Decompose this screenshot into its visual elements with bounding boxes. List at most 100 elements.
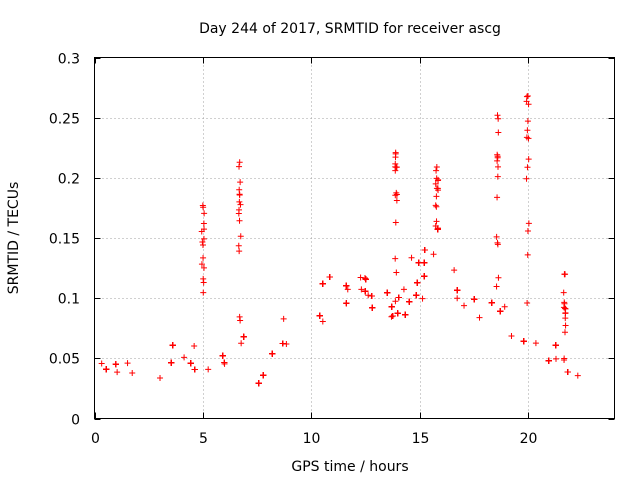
data-point xyxy=(497,308,504,315)
y-tick-label: 0.1 xyxy=(58,292,80,308)
data-point xyxy=(508,333,515,340)
data-point xyxy=(388,313,395,320)
data-point xyxy=(553,355,560,362)
data-point xyxy=(200,235,207,242)
y-tick-label: 0.15 xyxy=(49,232,80,248)
data-point xyxy=(419,295,426,302)
data-point xyxy=(236,159,243,166)
data-point xyxy=(343,282,350,289)
data-point xyxy=(494,194,501,201)
data-point xyxy=(476,314,483,321)
data-point xyxy=(493,283,500,290)
data-point xyxy=(114,369,121,376)
data-point xyxy=(562,315,569,322)
data-point xyxy=(433,175,440,182)
data-point xyxy=(494,157,501,164)
data-point xyxy=(200,264,207,271)
y-tick-label: 0.25 xyxy=(49,112,80,128)
x-tick-label: 10 xyxy=(303,431,321,447)
data-point xyxy=(237,179,244,186)
data-point xyxy=(236,186,243,193)
data-point xyxy=(168,359,175,366)
data-point xyxy=(421,247,428,254)
data-point xyxy=(562,322,569,329)
data-point xyxy=(319,280,326,287)
x-tick-label: 0 xyxy=(91,431,100,447)
data-point xyxy=(523,134,530,141)
data-point xyxy=(365,292,372,299)
data-point xyxy=(280,315,287,322)
data-point xyxy=(524,118,531,125)
data-point xyxy=(524,251,531,258)
data-point xyxy=(326,274,333,281)
data-point xyxy=(524,127,531,134)
data-point xyxy=(560,289,567,296)
data-point xyxy=(357,274,364,281)
data-point xyxy=(200,220,207,227)
data-point xyxy=(564,368,571,375)
data-point xyxy=(205,366,212,373)
data-point xyxy=(199,242,206,249)
data-point xyxy=(237,201,244,208)
data-point xyxy=(400,286,407,293)
data-point xyxy=(525,156,532,163)
data-point xyxy=(236,198,243,205)
data-point xyxy=(283,341,290,348)
chart-title: Day 244 of 2017, SRMTID for receiver asc… xyxy=(199,21,501,37)
data-point xyxy=(523,93,530,100)
data-point xyxy=(181,354,188,361)
data-point xyxy=(495,129,502,136)
data-point xyxy=(368,293,375,300)
data-point xyxy=(236,163,243,170)
data-point xyxy=(388,303,395,310)
data-point xyxy=(501,303,508,310)
y-axis-label: SRMTID / TECUs xyxy=(6,182,22,295)
data-point xyxy=(406,298,413,305)
data-point xyxy=(494,173,501,180)
data-point xyxy=(434,225,441,232)
data-point xyxy=(235,210,242,217)
data-point xyxy=(392,149,399,156)
data-point xyxy=(200,254,207,261)
data-point xyxy=(319,318,326,325)
data-point xyxy=(200,289,207,296)
x-tick-label: 15 xyxy=(412,431,430,447)
data-point xyxy=(561,329,568,336)
data-point xyxy=(199,238,206,245)
y-tick-label: 0.2 xyxy=(58,172,80,188)
data-point xyxy=(562,305,569,312)
x-tick-label: 5 xyxy=(199,431,208,447)
data-point xyxy=(269,350,276,357)
data-point xyxy=(260,372,267,379)
data-point xyxy=(524,164,531,171)
data-point xyxy=(103,366,110,373)
data-point xyxy=(552,342,559,349)
data-point xyxy=(343,300,350,307)
data-point xyxy=(433,164,440,171)
axis-ticks: 0 0.05 0.1 0.15 0.2 0.25 0.3 0 5 10 15 20 xyxy=(49,52,615,447)
data-point xyxy=(393,164,400,171)
data-point xyxy=(524,300,531,307)
data-point xyxy=(395,294,402,301)
data-point xyxy=(451,267,458,274)
data-point xyxy=(432,202,439,209)
data-point xyxy=(187,360,194,367)
data-point xyxy=(561,271,568,278)
data-point xyxy=(201,226,208,233)
data-point xyxy=(112,361,119,368)
data-point xyxy=(524,227,531,234)
data-point xyxy=(238,340,245,347)
data-point xyxy=(413,292,420,299)
data-point xyxy=(198,261,205,268)
data-point xyxy=(393,269,400,276)
data-point xyxy=(369,304,376,311)
data-point xyxy=(495,163,502,170)
data-point xyxy=(433,193,440,200)
data-point xyxy=(362,276,369,283)
data-point xyxy=(495,274,502,281)
data-point xyxy=(255,380,262,387)
data-point xyxy=(421,259,428,266)
data-point xyxy=(219,352,226,359)
data-points xyxy=(98,93,581,387)
